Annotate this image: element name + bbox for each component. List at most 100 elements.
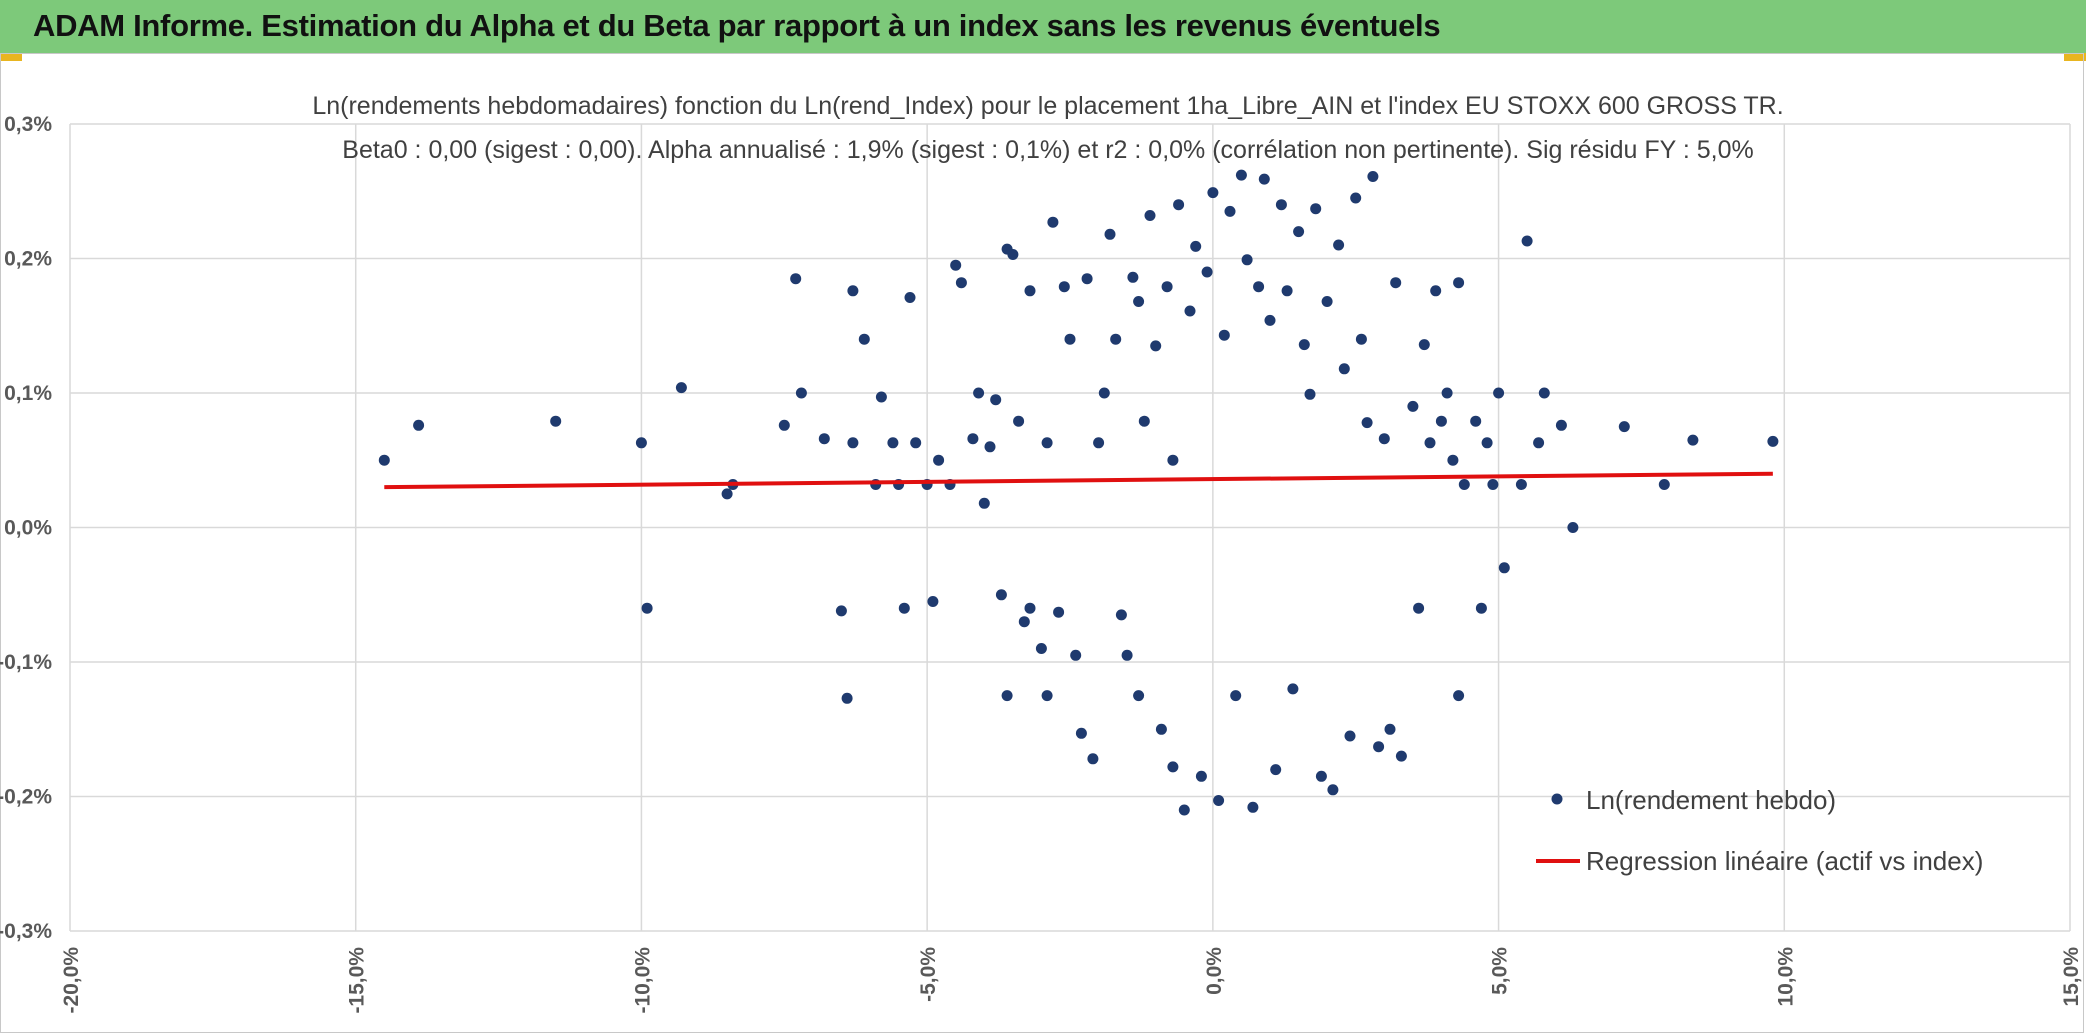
y-axis-ticks: 0,3% 0,2% 0,1% 0,0% -0,1% -0,2% -0,3% [0,113,52,943]
data-point [1321,296,1333,307]
data-point [1338,363,1350,375]
x-tick-label: -15,0% [346,947,369,1014]
data-point [1241,254,1253,266]
data-point [1327,784,1339,796]
data-point [1367,171,1379,182]
data-point [1075,727,1087,739]
data-point [550,415,562,427]
data-point [1767,435,1779,447]
data-point [1207,187,1219,199]
y-tick-label: -0,3% [0,920,52,943]
data-point [1441,387,1453,399]
data-point [967,433,979,445]
header-bar: ADAM Informe. Estimation du Alpha et du … [0,0,2086,53]
page-title: ADAM Informe. Estimation du Alpha et du … [33,8,1441,43]
data-point [1424,437,1436,449]
data-point [1013,415,1025,427]
data-point [1521,235,1533,247]
data-point [1224,205,1236,217]
data-point [927,596,939,607]
x-axis-ticks: -20,0% -15,0% -10,0% -5,0% 0,0% 5,0% 10,0% 15,0… [60,947,2083,1014]
data-point [1253,281,1265,293]
data-point [1104,228,1116,240]
y-tick-label: 0,1% [4,382,52,405]
data-point [1515,479,1527,490]
data-point [990,394,1002,406]
x-tick-label: 5,0% [1489,947,1512,995]
data-point [1247,801,1259,813]
data-point [1138,415,1150,427]
data-point [1178,804,1190,816]
y-tick-label: -0,1% [0,651,52,674]
data-point [1487,479,1499,490]
data-point [1035,643,1047,654]
data-point [1053,606,1065,618]
data-point [1121,649,1133,661]
corner-accent-left [0,53,22,61]
data-point [1304,388,1316,400]
data-point [1167,761,1179,773]
data-point [1190,240,1202,252]
data-point [1087,753,1099,765]
data-point [1430,285,1442,297]
data-point [413,419,425,431]
data-point [1041,690,1053,702]
data-point [1127,271,1139,283]
data-point [1475,602,1487,614]
data-point [1658,479,1670,490]
data-point [1315,770,1327,782]
data-point [675,382,687,394]
data-point [1155,723,1167,735]
data-point [1093,437,1105,449]
x-tick-label: 10,0% [1774,947,1797,1007]
data-point [1435,415,1447,427]
data-points [378,169,1779,816]
legend: Ln(rendement hebdo) Regression linéaire … [1536,785,1983,876]
data-point [778,419,790,431]
data-point [847,437,859,449]
data-point [1064,333,1076,345]
data-point [1361,417,1373,429]
data-point [1395,750,1407,762]
data-point [1144,210,1156,221]
data-point [1453,277,1465,289]
data-point [1173,199,1185,211]
corner-accent-right [2064,53,2086,61]
data-point [904,292,916,303]
data-point [1447,454,1459,466]
y-tick-label: 0,3% [4,113,52,136]
data-point [887,437,899,449]
data-point [1001,690,1013,702]
y-tick-label: 0,0% [4,517,52,540]
data-point [1533,437,1545,449]
data-point [847,285,859,297]
data-point [1418,339,1430,351]
regression-line [384,471,1773,490]
data-point [1384,723,1396,735]
data-point [635,437,647,449]
data-point [978,497,990,509]
data-point [721,488,733,500]
data-point [1098,387,1110,399]
data-point [1230,690,1242,702]
data-point [841,692,853,704]
data-point [1567,522,1579,533]
data-point [835,605,847,617]
data-point [1310,203,1322,215]
data-point [1481,437,1493,449]
data-point [1378,433,1390,445]
data-point [378,454,390,466]
data-point [1355,333,1367,345]
data-point [950,259,962,271]
data-point [1018,616,1030,628]
data-point [1184,305,1196,317]
data-point [1070,649,1082,661]
data-point [1344,730,1356,742]
x-tick-label: 0,0% [1203,947,1226,995]
x-tick-label: 15,0% [2060,947,2083,1007]
data-point [1133,296,1145,307]
data-point [1115,609,1127,621]
data-point [910,437,922,449]
x-tick-label: -5,0% [917,947,940,1002]
